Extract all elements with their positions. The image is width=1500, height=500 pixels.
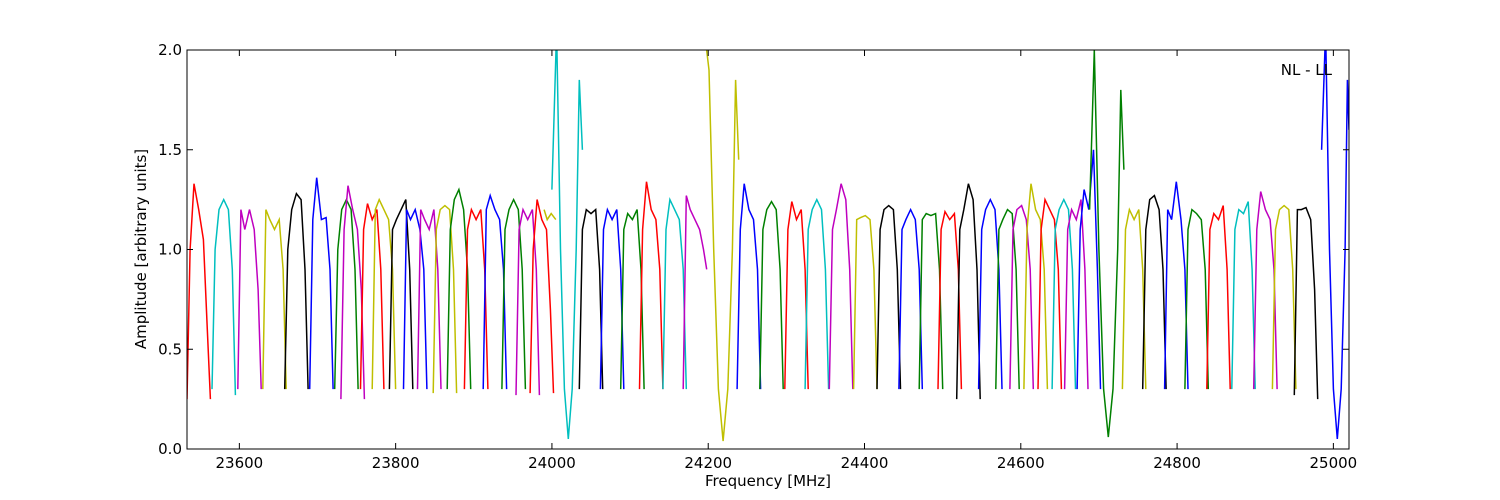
y-tick-label: 1.5 [158,141,182,159]
series-line [237,209,262,390]
series-line [784,201,809,390]
series-line [388,199,414,390]
series-line [852,214,878,390]
series-line [308,177,334,390]
series-line [705,50,740,442]
x-tick-label: 25000 [1310,454,1358,472]
series-line [898,207,924,390]
series-line [359,203,385,390]
series-line [682,195,708,390]
plot-area [187,50,1349,449]
series-line [1037,196,1063,390]
series-line [876,204,902,390]
series-line [416,209,442,390]
y-tick-label: 1.0 [158,241,182,259]
series-line [211,197,237,396]
x-tick-label: 23800 [372,454,420,472]
series-line [638,181,664,390]
series-line [599,207,625,390]
series-line [955,183,981,400]
x-tick-label: 23600 [215,454,263,472]
series-line [1051,197,1077,390]
series-line [1141,194,1167,390]
x-tick-label: 24600 [997,454,1045,472]
series-line [501,197,527,390]
series-line [283,191,309,390]
series-line [1184,208,1210,390]
x-tick-label: 24400 [841,454,889,472]
series-line [804,197,830,390]
series-line [543,209,557,222]
series-line [1076,149,1102,390]
series-line [662,196,688,390]
x-tick-label: 24000 [528,454,576,472]
series-line [1088,50,1125,438]
y-axis-label: Amplitude [arbitrary units] [132,149,150,349]
series-line [619,209,645,390]
y-tick-label: 0.0 [158,440,182,458]
series-line [759,200,784,390]
series-group [187,50,1349,442]
x-tick-label: 24200 [684,454,732,472]
series-line [578,208,604,390]
series-line [432,204,458,394]
series-line [371,197,397,390]
series-line [1206,205,1231,390]
series-line [736,183,762,390]
series-line [446,187,472,390]
annotation: NL - LL [1281,61,1333,79]
series-line [1320,50,1349,440]
series-line [515,207,541,396]
series-line [828,183,854,390]
series-line [529,199,555,394]
series-line [977,197,1003,390]
series-line [1163,181,1189,390]
series-line [937,209,963,390]
series-line [918,212,944,390]
series-line [340,185,366,400]
series-line [1121,207,1147,390]
series-line [1231,201,1256,390]
y-tick-label: 0.5 [158,340,182,358]
y-tick-label: 2.0 [158,41,182,59]
series-line [995,208,1020,390]
series-line [1271,204,1297,390]
series-line [551,50,584,440]
series-line [1023,183,1049,390]
x-axis-label: Frequency [MHz] [705,472,831,490]
series-line [262,209,287,390]
series-line [1063,199,1089,390]
series-line [1009,204,1035,390]
series-line [402,207,428,390]
x-tick-label: 24800 [1153,454,1201,472]
series-line [1293,206,1319,400]
